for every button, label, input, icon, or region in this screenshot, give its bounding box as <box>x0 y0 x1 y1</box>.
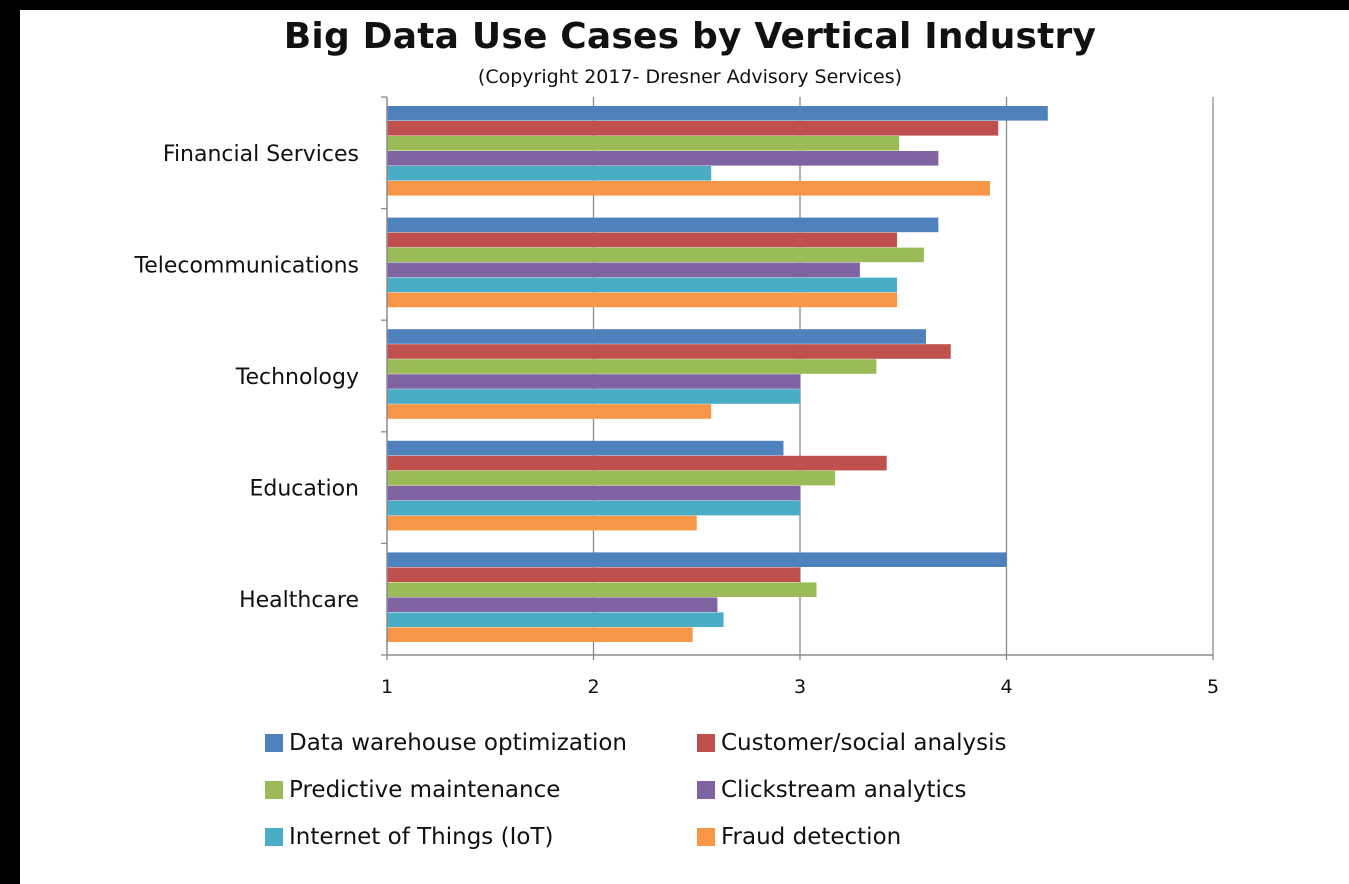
bar <box>387 470 836 486</box>
legend-item: Customer/social analysis <box>697 728 1077 758</box>
bar <box>387 262 860 278</box>
legend-label: Data warehouse optimization <box>289 730 628 756</box>
legend-swatch <box>697 828 715 846</box>
bar <box>387 359 877 374</box>
legend: Data warehouse optimization Customer/soci… <box>265 728 1085 852</box>
bar <box>387 404 712 419</box>
bar <box>387 277 898 293</box>
bar <box>387 485 800 501</box>
legend-item: Fraud detection <box>697 822 1077 852</box>
x-tick-label: 4 <box>1000 676 1012 698</box>
legend-swatch <box>697 734 715 752</box>
bar <box>387 627 693 642</box>
bar <box>387 515 697 531</box>
category-label: Healthcare <box>239 588 359 613</box>
bar <box>387 217 939 233</box>
bar <box>387 181 990 196</box>
bar <box>387 374 800 389</box>
legend-item: Clickstream analytics <box>697 775 1077 805</box>
bar <box>387 247 924 263</box>
x-tick-label: 1 <box>381 676 393 698</box>
legend-swatch <box>697 781 715 799</box>
legend-label: Internet of Things (IoT) <box>289 824 554 850</box>
bar <box>387 440 784 456</box>
bar <box>387 136 900 151</box>
bar <box>387 389 800 404</box>
legend-item: Internet of Things (IoT) <box>265 822 697 852</box>
bar <box>387 166 712 181</box>
category-label: Technology <box>235 365 359 390</box>
bar <box>387 455 887 471</box>
bar <box>387 612 724 627</box>
legend-swatch <box>265 734 283 752</box>
category-label: Financial Services <box>163 142 359 167</box>
bar <box>387 582 817 597</box>
bar <box>387 500 800 516</box>
bar <box>387 552 1007 567</box>
legend-label: Customer/social analysis <box>721 730 1007 756</box>
legend-label: Clickstream analytics <box>721 777 967 803</box>
bar <box>387 344 951 359</box>
x-tick-label: 2 <box>587 676 599 698</box>
bar <box>387 121 999 136</box>
category-label: Telecommunications <box>134 253 359 278</box>
bar <box>387 106 1048 121</box>
bar <box>387 151 939 166</box>
bar <box>387 567 800 582</box>
bar <box>387 597 718 612</box>
legend-swatch <box>265 828 283 846</box>
bar <box>387 292 898 308</box>
x-tick-label: 5 <box>1207 676 1219 698</box>
legend-swatch <box>265 781 283 799</box>
legend-item: Predictive maintenance <box>265 775 697 805</box>
chart-title: Big Data Use Cases by Vertical Industry <box>283 16 1097 57</box>
bar <box>387 329 926 344</box>
chart-subtitle: (Copyright 2017- Dresner Advisory Servic… <box>477 66 903 88</box>
x-tick-label: 3 <box>794 676 806 698</box>
bar <box>387 232 898 248</box>
legend-label: Fraud detection <box>721 824 902 850</box>
legend-label: Predictive maintenance <box>289 777 561 803</box>
category-label: Education <box>249 477 359 502</box>
legend-item: Data warehouse optimization <box>265 728 697 758</box>
